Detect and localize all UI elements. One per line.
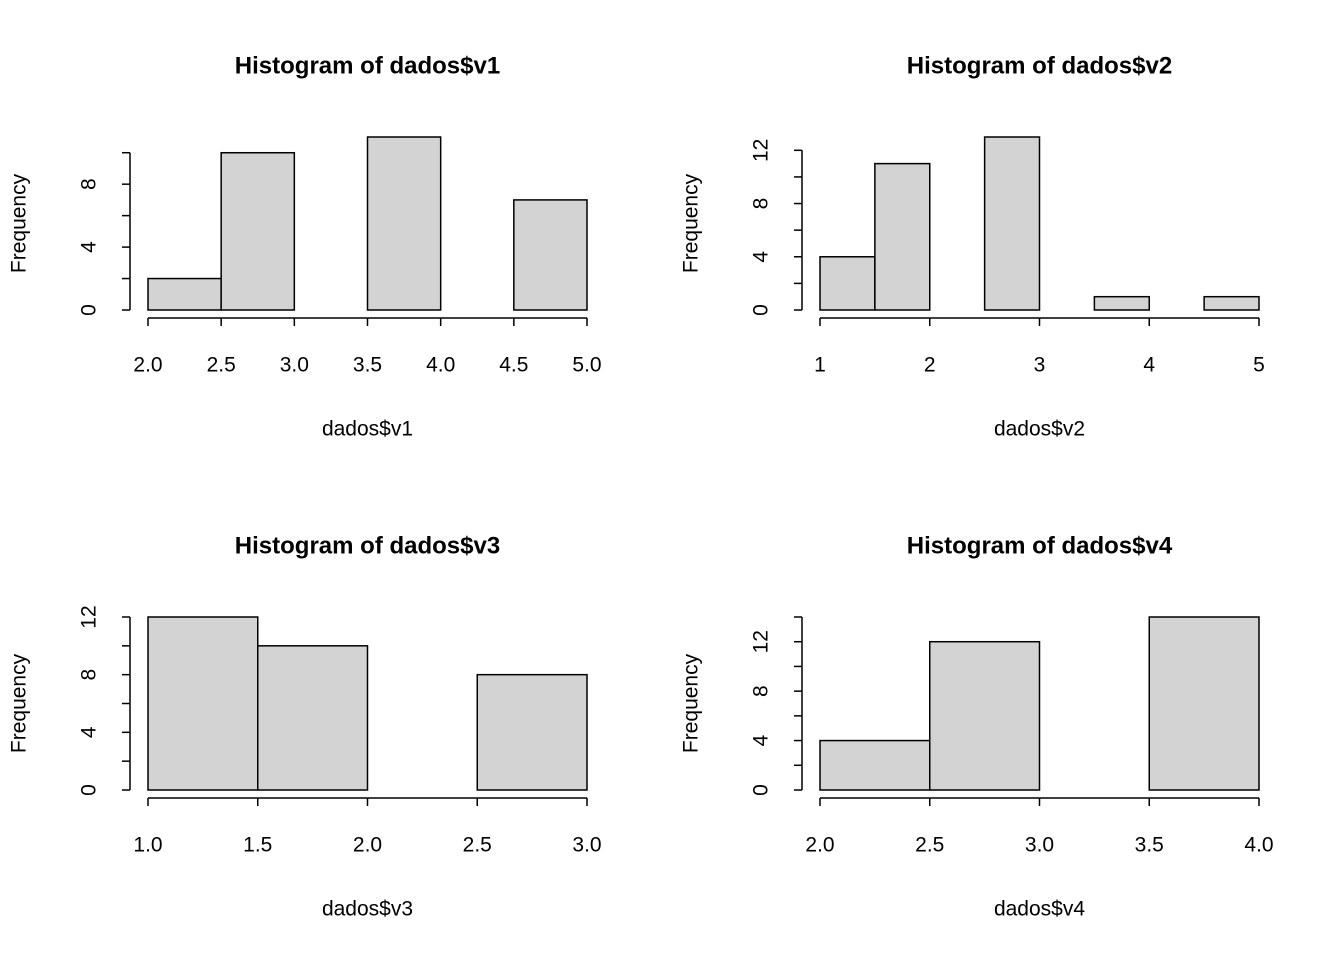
x-tick-label: 3.0 (280, 354, 309, 377)
chart-title: Histogram of dados$v3 (235, 532, 500, 559)
y-tick-label: 0 (78, 784, 101, 796)
x-tick-label: 2.0 (805, 834, 834, 857)
x-axis-label: dados$v3 (322, 898, 413, 921)
chart-title: Histogram of dados$v1 (235, 52, 500, 79)
bar (476, 673, 588, 791)
y-tick-label: 8 (750, 198, 773, 210)
x-tick-label: 5.0 (572, 354, 601, 377)
bar (819, 739, 931, 791)
bar (147, 616, 259, 791)
x-tick-label: 4.0 (1244, 834, 1273, 857)
x-tick-label: 4.0 (426, 354, 455, 377)
y-tick-label: 4 (750, 251, 773, 263)
y-tick-label: 12 (78, 605, 101, 628)
x-tick-label: 3.0 (1025, 834, 1054, 857)
bar (874, 162, 931, 311)
y-tick-label: 12 (750, 139, 773, 162)
x-tick-label: 1.0 (133, 834, 162, 857)
x-axis-label: dados$v2 (994, 418, 1085, 441)
y-tick-label: 12 (750, 630, 773, 653)
x-tick-label: 2.0 (133, 354, 162, 377)
y-tick-label: 0 (78, 304, 101, 316)
x-tick-label: 3 (1034, 354, 1046, 377)
x-tick-label: 2.0 (353, 834, 382, 857)
x-tick-label: 5 (1253, 354, 1265, 377)
y-axis-label: Frequency (8, 173, 31, 273)
bar (1093, 295, 1150, 311)
y-axis-label: Frequency (8, 653, 31, 753)
bar (220, 151, 296, 311)
bar (1148, 616, 1260, 791)
x-tick-label: 2.5 (463, 834, 492, 857)
chart-title: Histogram of dados$v2 (907, 52, 1172, 79)
x-tick-label: 3.0 (572, 834, 601, 857)
y-tick-label: 4 (750, 734, 773, 746)
bar (819, 256, 876, 311)
y-tick-label: 8 (750, 685, 773, 697)
y-axis-label: Frequency (680, 173, 703, 273)
x-tick-label: 3.5 (1135, 834, 1164, 857)
bar (983, 136, 1041, 311)
bar (1203, 295, 1260, 311)
x-tick-label: 1 (814, 354, 826, 377)
bar (929, 640, 1041, 791)
x-tick-label: 2.5 (207, 354, 236, 377)
y-tick-label: 0 (750, 304, 773, 316)
bar (366, 136, 442, 311)
y-tick-label: 8 (78, 669, 101, 681)
x-tick-label: 2.5 (915, 834, 944, 857)
x-tick-label: 1.5 (243, 834, 272, 857)
y-axis-label: Frequency (680, 653, 703, 753)
y-tick-label: 0 (750, 784, 773, 796)
chart-title: Histogram of dados$v4 (907, 532, 1173, 559)
bar (257, 645, 369, 791)
y-tick-label: 8 (78, 178, 101, 190)
x-tick-label: 4.5 (499, 354, 528, 377)
bar (513, 199, 588, 311)
bar (147, 277, 222, 311)
x-tick-label: 3.5 (353, 354, 382, 377)
y-tick-label: 4 (78, 241, 101, 253)
x-axis-label: dados$v4 (994, 898, 1085, 921)
y-tick-label: 4 (78, 726, 101, 738)
x-axis-label: dados$v1 (322, 418, 413, 441)
x-tick-label: 2 (924, 354, 936, 377)
x-tick-label: 4 (1143, 354, 1155, 377)
